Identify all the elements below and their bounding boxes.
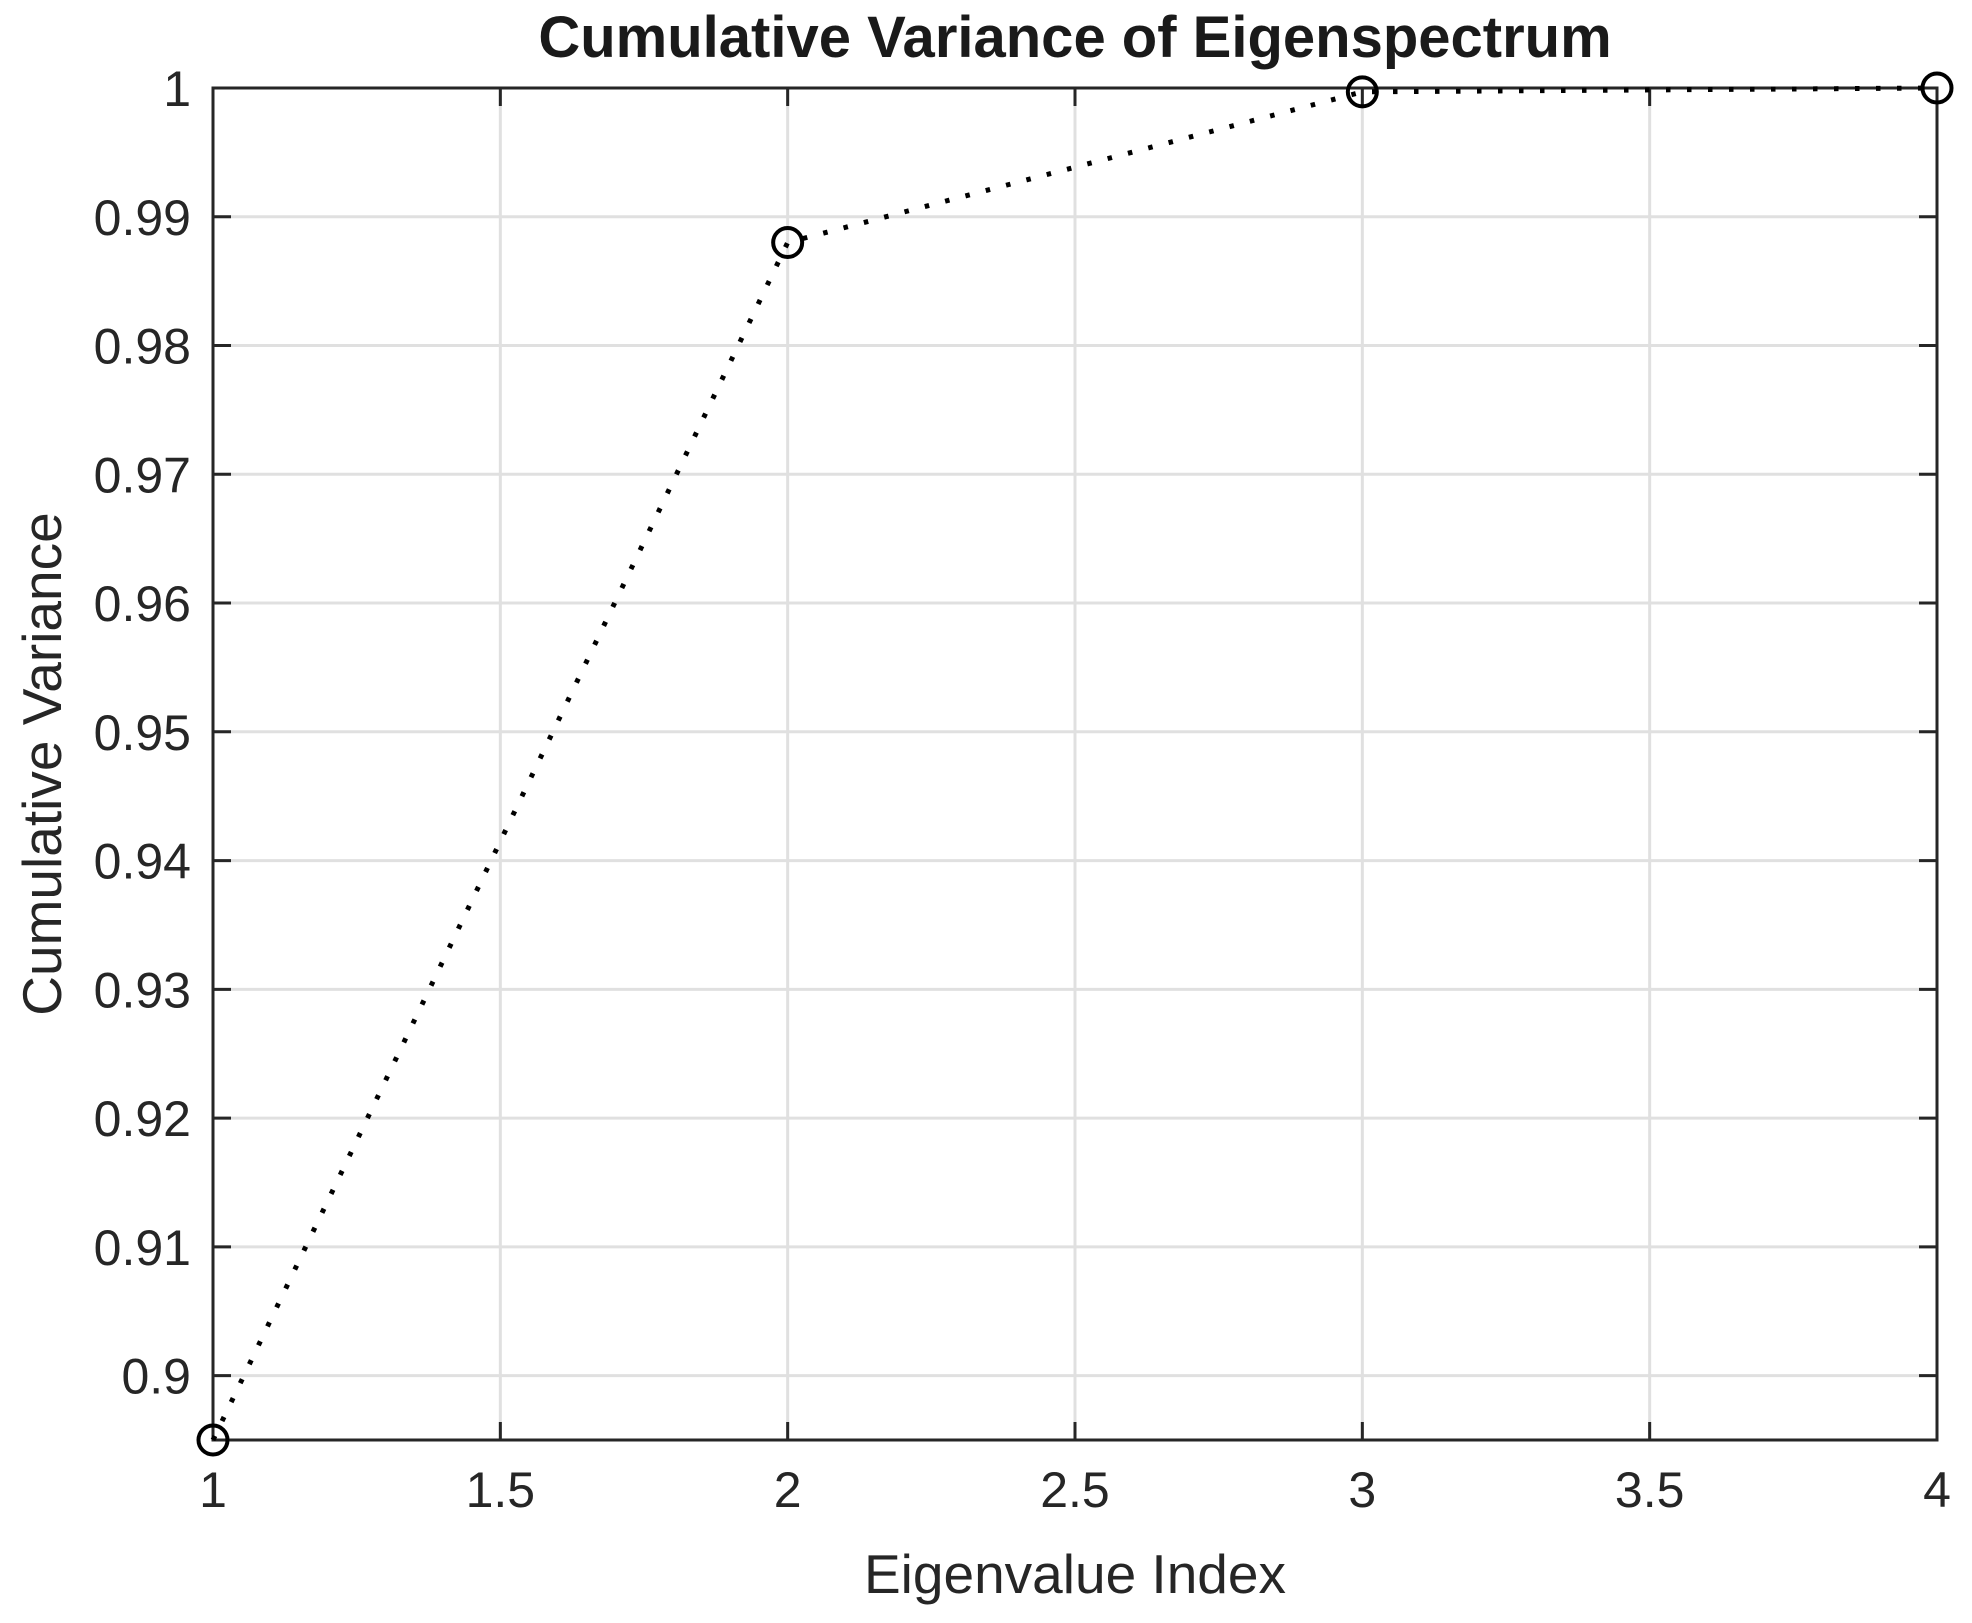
y-tick-label: 0.9 <box>121 1349 191 1405</box>
x-tick-label: 4 <box>1923 1462 1951 1518</box>
y-tick-label: 0.92 <box>94 1091 191 1147</box>
x-tick-label: 3.5 <box>1615 1462 1685 1518</box>
x-axis-label: Eigenvalue Index <box>864 1543 1286 1605</box>
x-tick-label: 2 <box>774 1462 802 1518</box>
y-tick-label: 0.96 <box>94 576 191 632</box>
data-point-marker <box>771 226 805 260</box>
data-point-marker <box>196 1423 230 1457</box>
x-tick-label: 2.5 <box>1040 1462 1110 1518</box>
x-tick-label: 3 <box>1348 1462 1376 1518</box>
data-point-marker <box>1920 71 1954 105</box>
x-tick-label: 1 <box>199 1462 227 1518</box>
y-tick-label: 1 <box>163 61 191 117</box>
y-tick-label: 0.99 <box>94 190 191 246</box>
chart-title: Cumulative Variance of Eigenspectrum <box>538 5 1612 70</box>
y-tick-label: 0.95 <box>94 705 191 761</box>
y-tick-label: 0.98 <box>94 319 191 375</box>
data-point-marker <box>1345 75 1379 109</box>
y-tick-label: 0.93 <box>94 962 191 1018</box>
y-tick-label: 0.91 <box>94 1220 191 1276</box>
y-tick-label: 0.97 <box>94 447 191 503</box>
x-tick-label: 1.5 <box>466 1462 536 1518</box>
y-axis-label: Cumulative Variance <box>11 512 73 1016</box>
y-tick-label: 0.94 <box>94 834 191 890</box>
